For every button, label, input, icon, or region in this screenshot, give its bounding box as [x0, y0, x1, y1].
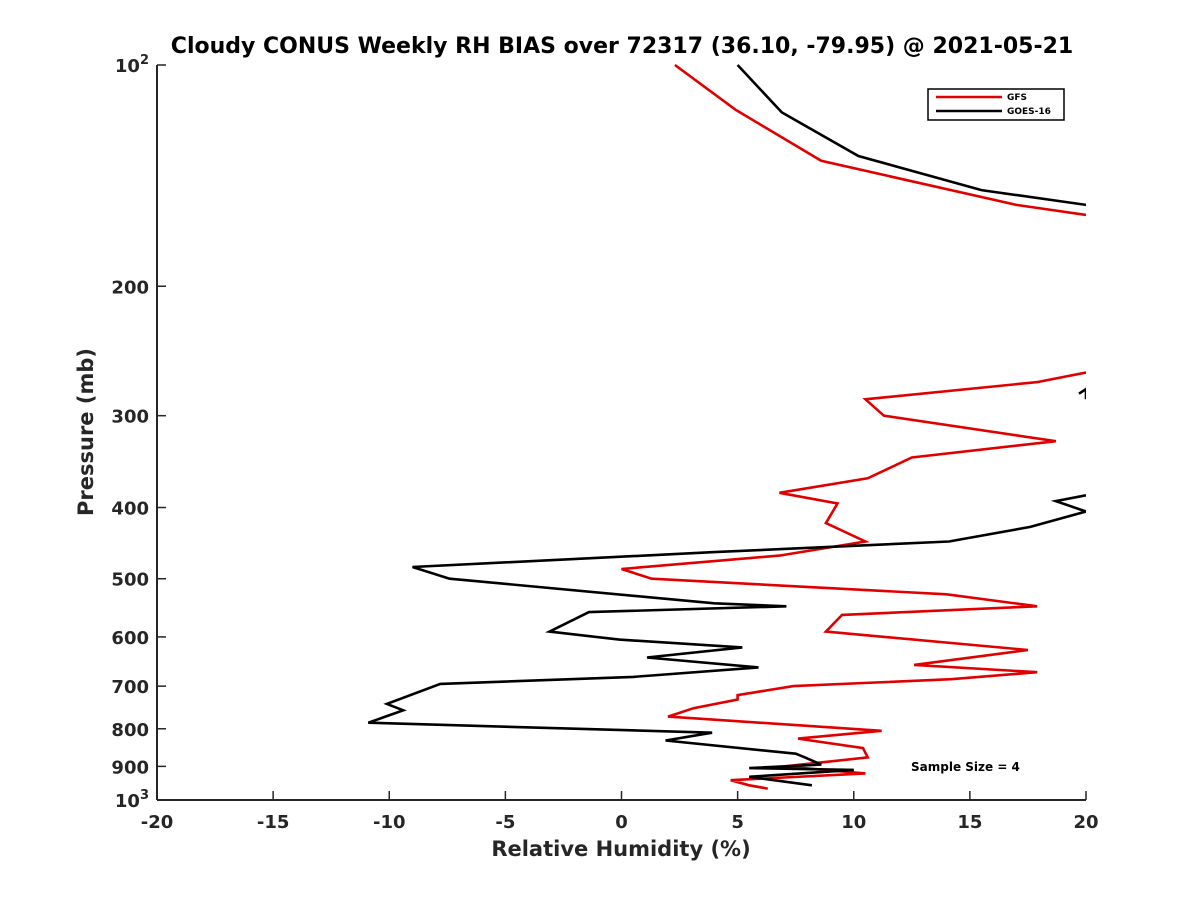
x-tick-label: 0 — [615, 812, 628, 833]
x-tick-label: 20 — [1073, 812, 1098, 833]
series-line-gfs-2 — [621, 371, 1086, 790]
x-axis-label: Relative Humidity (%) — [491, 837, 750, 861]
y-tick-label: 102 — [115, 53, 149, 77]
legend-label-goes16: GOES-16 — [1007, 107, 1051, 117]
y-tick-label: 400 — [111, 499, 149, 520]
x-tick-label: -20 — [141, 812, 174, 833]
y-tick-label: 500 — [111, 570, 149, 591]
y-tick-label: 700 — [111, 677, 149, 698]
series-line-goes16-3 — [367, 494, 1086, 787]
y-tick-label: 200 — [111, 277, 149, 298]
series-line-goes16-2 — [1078, 387, 1086, 400]
x-tick-label: -10 — [373, 812, 406, 833]
y-tick-label: 300 — [111, 407, 149, 428]
x-tick-label: -5 — [495, 812, 515, 833]
legend: GFS GOES-16 — [927, 88, 1065, 121]
y-tick-label: 900 — [111, 757, 149, 778]
y-tick-label: 103 — [115, 788, 149, 812]
plot-area — [157, 65, 1086, 800]
x-ticks: -20 -15 -10 -5 0 5 10 15 20 — [141, 791, 1099, 833]
x-tick-label: 10 — [841, 812, 866, 833]
sample-size-annotation: Sample Size = 4 — [911, 760, 1020, 774]
y-ticks: 102 200 300 400 500 600 700 800 900 103 — [111, 53, 166, 812]
y-tick-label: 600 — [111, 628, 149, 649]
y-axis-label: Pressure (mb) — [74, 348, 98, 516]
x-tick-label: 5 — [731, 812, 744, 833]
x-tick-label: 15 — [957, 812, 982, 833]
y-tick-label: 800 — [111, 720, 149, 741]
series-layer — [367, 64, 1086, 790]
chart-title: Cloudy CONUS Weekly RH BIAS over 72317 (… — [171, 34, 1073, 59]
series-line-goes16-1 — [736, 64, 1086, 207]
x-tick-label: -15 — [257, 812, 290, 833]
legend-label-gfs: GFS — [1007, 93, 1027, 103]
series-line-gfs-1 — [674, 64, 1086, 217]
legend-box — [927, 88, 1065, 121]
